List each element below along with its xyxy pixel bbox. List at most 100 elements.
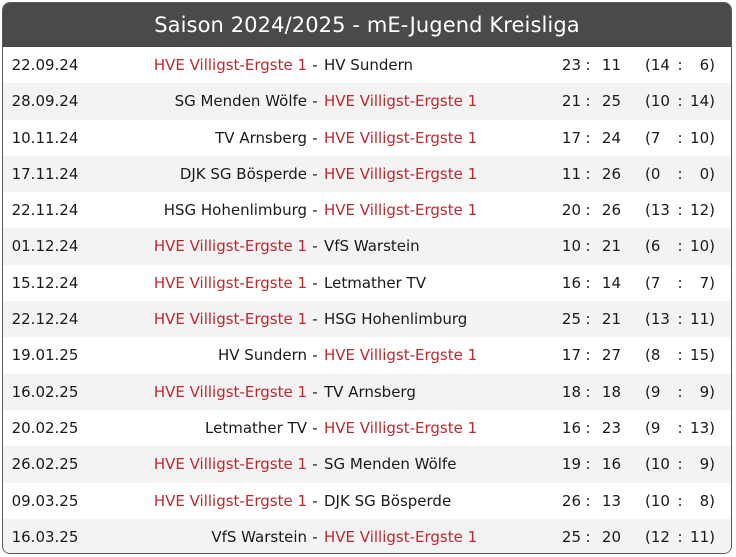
home-team: HVE Villigst-Ergste 1: [153, 455, 307, 474]
halftime-home: (8: [645, 346, 661, 365]
score-colon: :: [585, 418, 591, 437]
table-row: 20.02.25 Letmather TV - HVE Villigst-Ergste…: [3, 410, 731, 446]
game-date: 28.09.24: [11, 92, 79, 111]
home-team: HVE Villigst-Ergste 1: [153, 237, 307, 256]
away-team: HVE Villigst-Ergste 1: [324, 346, 478, 365]
halftime-home: (7: [645, 273, 661, 292]
team-separator: -: [312, 201, 318, 220]
halftime-colon: :: [677, 201, 683, 220]
game-date: 22.12.24: [11, 310, 79, 329]
score-home: 10: [561, 237, 581, 256]
halftime-away: 0): [699, 164, 715, 183]
home-team: HVE Villigst-Ergste 1: [153, 310, 307, 329]
home-team: HVE Villigst-Ergste 1: [153, 273, 307, 292]
halftime-home: (10: [645, 92, 670, 111]
score-colon: :: [585, 56, 591, 74]
score-colon: :: [585, 164, 591, 183]
score-home: 25: [561, 527, 581, 546]
home-team: SG Menden Wölfe: [174, 92, 307, 111]
away-team: HVE Villigst-Ergste 1: [324, 418, 478, 437]
home-team: HVE Villigst-Ergste 1: [153, 56, 307, 74]
halftime-away: 15): [690, 346, 715, 365]
score-home: 19: [561, 455, 581, 474]
halftime-home: (13: [645, 201, 670, 220]
away-team: VfS Warstein: [324, 237, 420, 256]
score-away: 27: [601, 346, 621, 365]
halftime-away: 10): [690, 237, 715, 256]
home-team: VfS Warstein: [211, 527, 307, 546]
score-home: 16: [561, 273, 581, 292]
table-row: 19.01.25 HV Sundern - HVE Villigst-Ergste 1…: [3, 337, 731, 373]
game-date: 26.02.25: [11, 455, 79, 474]
score-colon: :: [585, 527, 591, 546]
halftime-colon: :: [677, 418, 683, 437]
page-title: Saison 2024/2025 - mE-Jugend Kreisliga: [3, 3, 731, 47]
team-separator: -: [312, 491, 318, 510]
team-separator: -: [312, 382, 318, 401]
halftime-home: (10: [645, 491, 670, 510]
score-colon: :: [585, 201, 591, 220]
score-away: 11: [601, 56, 621, 74]
score-away: 23: [601, 418, 621, 437]
halftime-home: (9: [645, 418, 661, 437]
away-team: HV Sundern: [324, 56, 414, 74]
game-date: 10.11.24: [11, 128, 79, 147]
halftime-away: 13): [690, 418, 715, 437]
score-away: 21: [601, 237, 621, 256]
score-away: 26: [601, 201, 621, 220]
score-home: 17: [561, 346, 581, 365]
score-away: 18: [601, 382, 621, 401]
away-team: Letmather TV: [324, 273, 426, 292]
home-team: TV Arnsberg: [215, 128, 307, 147]
halftime-colon: :: [677, 164, 683, 183]
team-separator: -: [312, 310, 318, 329]
score-away: 16: [601, 455, 621, 474]
home-team: DJK SG Bösperde: [179, 164, 307, 183]
score-home: 16: [561, 418, 581, 437]
halftime-colon: :: [677, 527, 683, 546]
halftime-colon: :: [677, 455, 683, 474]
score-home: 17: [561, 128, 581, 147]
halftime-home: (6: [645, 237, 661, 256]
home-team: Letmather TV: [205, 418, 307, 437]
table-row: 16.03.25 VfS Warstein - HVE Villigst-Ergste…: [3, 518, 731, 553]
game-date: 15.12.24: [11, 273, 79, 292]
score-away: 13: [601, 491, 621, 510]
halftime-colon: :: [677, 310, 683, 329]
score-home: 11: [561, 164, 581, 183]
home-team: HSG Hohenlimburg: [163, 201, 307, 220]
halftime-away: 7): [699, 273, 715, 292]
score-away: 14: [601, 273, 621, 292]
table-row: 22.09.24 HVE Villigst-Ergste 1- HV Sundern…: [3, 47, 731, 83]
score-colon: :: [585, 237, 591, 256]
halftime-home: (14: [645, 56, 670, 74]
halftime-away: 12): [690, 201, 715, 220]
team-separator: -: [312, 164, 318, 183]
table-row: 22.12.24 HVE Villigst-Ergste 1- HSG Hohenl…: [3, 301, 731, 338]
team-separator: -: [312, 346, 318, 365]
score-colon: :: [585, 273, 591, 292]
score-away: 24: [601, 128, 621, 147]
halftime-home: (7: [645, 128, 661, 147]
halftime-away: 9): [699, 455, 715, 474]
table-row: 17.11.24 DJK SG Bösperde - HVE Villigst-Erg…: [3, 155, 731, 193]
table-row: 28.09.24 SG Menden Wölfe - HVE Villigst-Erg…: [3, 83, 731, 120]
game-date: 16.03.25: [11, 527, 79, 546]
halftime-away: 9): [699, 382, 715, 401]
halftime-away: 14): [690, 92, 715, 111]
halftime-colon: :: [677, 92, 683, 111]
score-away: 26: [601, 164, 621, 183]
halftime-away: 10): [690, 128, 715, 147]
score-home: 23: [561, 56, 581, 74]
team-separator: -: [312, 418, 318, 437]
halftime-home: (0: [645, 164, 661, 183]
team-separator: -: [312, 237, 318, 256]
game-date: 01.12.24: [11, 237, 79, 256]
game-date: 20.02.25: [11, 418, 79, 437]
table-row: 10.11.24 TV Arnsberg - HVE Villigst-Ergste …: [3, 120, 731, 156]
away-team: SG Menden Wölfe: [324, 455, 457, 474]
score-home: 20: [561, 201, 581, 220]
score-colon: :: [585, 310, 591, 329]
halftime-colon: :: [677, 237, 683, 256]
